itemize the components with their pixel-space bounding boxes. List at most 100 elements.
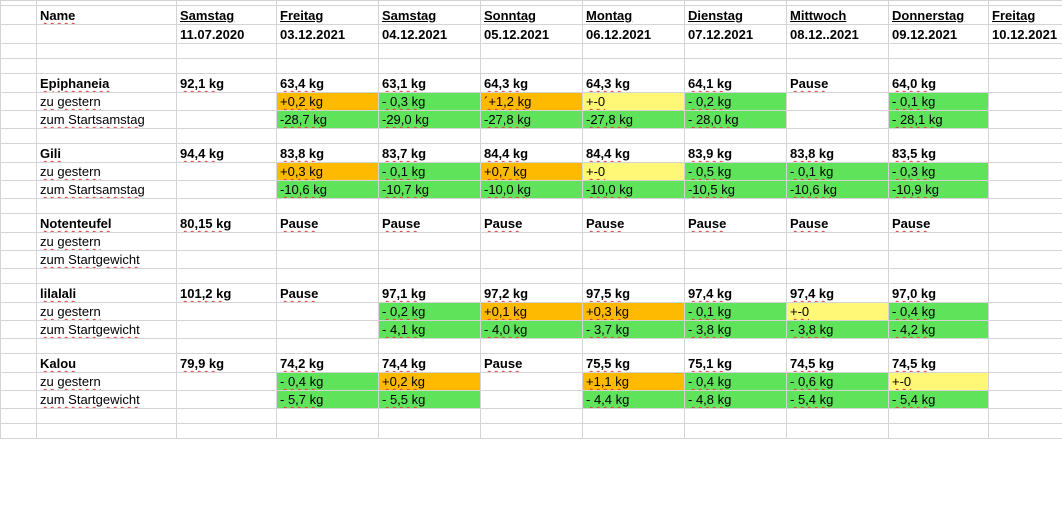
empty-cell[interactable] [480,198,583,214]
diff-cell[interactable]: +-0 [786,302,889,321]
weight-cell[interactable]: 64,1 kg [684,73,787,93]
diff-cell[interactable] [786,110,889,129]
header-date-4[interactable]: 06.12.2021 [582,24,685,44]
empty-cell[interactable] [480,58,583,74]
weight-cell[interactable] [988,283,1062,303]
diff-cell[interactable]: - 0,1 kg [378,162,481,181]
empty-cell[interactable] [684,338,787,354]
weight-cell[interactable]: 94,4 kg [176,143,277,163]
empty-cell[interactable] [988,43,1062,59]
empty-cell[interactable] [0,162,37,181]
diff-cell[interactable]: - 3,8 kg [684,320,787,339]
diff-cell[interactable]: - 28,1 kg [888,110,989,129]
row-label[interactable]: zum Startgewicht [36,250,177,269]
weight-cell[interactable]: 74,4 kg [378,353,481,373]
diff-cell[interactable] [276,232,379,251]
header-day-7[interactable]: Donnerstag [888,5,989,25]
empty-cell[interactable] [988,198,1062,214]
empty-cell[interactable] [582,198,685,214]
diff-cell[interactable]: - 4,0 kg [480,320,583,339]
header-date-6[interactable]: 08.12..2021 [786,24,889,44]
empty-cell[interactable] [786,198,889,214]
row-label[interactable]: zu gestern [36,302,177,321]
diff-cell[interactable] [480,232,583,251]
row-label[interactable]: zu gestern [36,92,177,111]
empty-cell[interactable] [888,128,989,144]
diff-cell[interactable] [582,232,685,251]
empty-cell[interactable] [988,58,1062,74]
weight-cell[interactable]: 97,4 kg [684,283,787,303]
header-day-5[interactable]: Dienstag [684,5,787,25]
weight-cell[interactable]: 79,9 kg [176,353,277,373]
empty-cell[interactable] [276,58,379,74]
weight-cell[interactable]: Pause [786,73,889,93]
empty-cell[interactable] [176,268,277,284]
empty-cell[interactable] [684,58,787,74]
diff-cell[interactable]: +0,1 kg [480,302,583,321]
weight-cell[interactable]: 63,1 kg [378,73,481,93]
empty-cell[interactable] [582,58,685,74]
empty-cell[interactable] [0,24,37,44]
weight-cell[interactable]: 97,0 kg [888,283,989,303]
empty-cell[interactable] [480,128,583,144]
empty-cell[interactable] [0,320,37,339]
empty-cell[interactable] [0,268,37,284]
weight-cell[interactable] [988,213,1062,233]
empty-cell[interactable] [36,423,177,439]
weight-cell[interactable]: 92,1 kg [176,73,277,93]
diff-cell[interactable] [276,250,379,269]
diff-cell[interactable] [888,250,989,269]
weight-cell[interactable]: Pause [582,213,685,233]
empty-cell[interactable] [988,408,1062,424]
diff-cell[interactable]: +0,7 kg [480,162,583,181]
weight-cell[interactable]: Pause [684,213,787,233]
weight-cell[interactable]: 64,0 kg [888,73,989,93]
diff-cell[interactable]: - 28,0 kg [684,110,787,129]
diff-cell[interactable]: -10,0 kg [582,180,685,199]
diff-cell[interactable] [276,320,379,339]
diff-cell[interactable]: - 0,1 kg [786,162,889,181]
person-name[interactable]: Notenteufel [36,213,177,233]
empty-cell[interactable] [378,268,481,284]
empty-cell[interactable] [176,43,277,59]
header-day-4[interactable]: Montag [582,5,685,25]
row-label[interactable]: zum Startgewicht [36,320,177,339]
empty-cell[interactable] [276,43,379,59]
header-day-6[interactable]: Mittwoch [786,5,889,25]
empty-cell[interactable] [786,58,889,74]
weight-cell[interactable]: Pause [480,213,583,233]
empty-cell[interactable] [0,408,37,424]
diff-cell[interactable]: - 3,8 kg [786,320,889,339]
diff-cell[interactable]: +0,2 kg [276,92,379,111]
empty-cell[interactable] [0,73,37,93]
diff-cell[interactable] [988,320,1062,339]
header-day-1[interactable]: Freitag [276,5,379,25]
empty-cell[interactable] [378,43,481,59]
diff-cell[interactable] [684,232,787,251]
diff-cell[interactable] [786,92,889,111]
diff-cell[interactable] [888,232,989,251]
empty-cell[interactable] [684,198,787,214]
person-name[interactable]: Gili [36,143,177,163]
weight-cell[interactable]: 80,15 kg [176,213,277,233]
diff-cell[interactable]: -27,8 kg [582,110,685,129]
diff-cell[interactable] [684,250,787,269]
empty-cell[interactable] [888,423,989,439]
diff-cell[interactable]: - 3,7 kg [582,320,685,339]
empty-cell[interactable] [0,143,37,163]
empty-cell[interactable] [0,390,37,409]
empty-cell[interactable] [378,423,481,439]
row-label[interactable]: zum Startgewicht [36,390,177,409]
empty-cell[interactable] [0,372,37,391]
diff-cell[interactable] [988,302,1062,321]
diff-cell[interactable]: - 4,4 kg [582,390,685,409]
empty-cell[interactable] [276,268,379,284]
weight-cell[interactable]: 63,4 kg [276,73,379,93]
diff-cell[interactable]: - 0,1 kg [888,92,989,111]
empty-cell[interactable] [0,43,37,59]
empty-cell[interactable] [582,408,685,424]
weight-cell[interactable]: 84,4 kg [582,143,685,163]
diff-cell[interactable]: - 5,4 kg [786,390,889,409]
weight-cell[interactable]: 83,7 kg [378,143,481,163]
diff-cell[interactable]: - 0,3 kg [888,162,989,181]
